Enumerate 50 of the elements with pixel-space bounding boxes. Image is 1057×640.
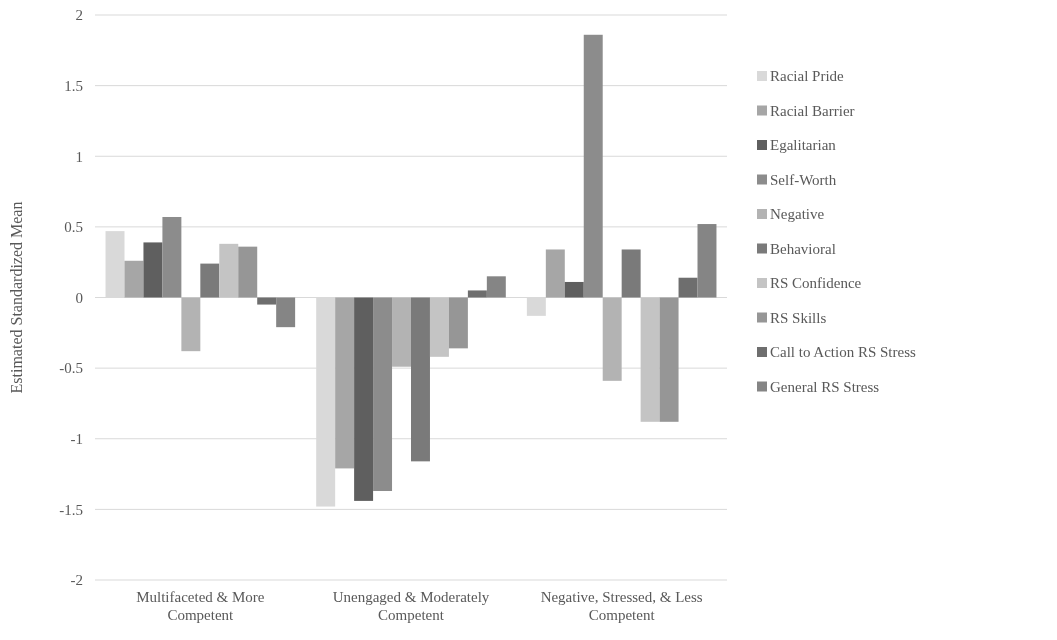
bar — [143, 242, 163, 298]
bar — [200, 263, 220, 298]
bar — [678, 277, 698, 298]
y-tick-label: 0.5 — [64, 219, 83, 236]
bar — [659, 297, 679, 422]
y-tick-label: -2 — [70, 572, 83, 589]
bar — [640, 297, 660, 422]
x-tick-label: Negative, Stressed, & Less Competent — [540, 589, 703, 623]
bar — [583, 34, 603, 298]
x-tick-label: Multifaceted & More Competent — [136, 589, 265, 623]
legend-label: General RS Stress — [770, 378, 880, 395]
y-tick-label: 1.5 — [64, 77, 83, 94]
bar — [276, 297, 296, 328]
bar — [219, 243, 239, 298]
bar — [448, 297, 468, 349]
bar — [545, 249, 565, 298]
y-tick-label: -0.5 — [59, 360, 83, 377]
bar — [354, 297, 374, 501]
legend-label: RS Skills — [770, 309, 827, 326]
bar — [411, 297, 430, 462]
y-axis-title: Estimated Standardized Mean — [8, 201, 25, 394]
bar — [181, 297, 201, 352]
bar — [486, 276, 506, 298]
bar — [162, 216, 182, 298]
legend-label: Racial Barrier — [770, 102, 855, 119]
bar — [429, 297, 449, 357]
bar — [124, 260, 144, 298]
bar — [257, 297, 277, 305]
bar — [621, 249, 641, 298]
bar — [392, 297, 411, 367]
bar — [335, 297, 355, 469]
y-tick-label: -1 — [70, 431, 83, 447]
legend-label: Behavioral — [770, 240, 836, 257]
y-tick-label: 1 — [75, 148, 83, 165]
bar — [564, 281, 584, 298]
x-tick-label: Unengaged & Moderately Competent — [332, 589, 490, 623]
legend-label: Racial Pride — [770, 68, 845, 85]
y-tick-label: 2 — [75, 7, 83, 24]
y-tick-label: 0 — [75, 289, 83, 306]
bar — [238, 246, 258, 298]
legend-label: RS Confidence — [770, 275, 862, 292]
bar — [373, 297, 393, 492]
legend-label: Self-Worth — [770, 171, 837, 188]
bar — [602, 297, 622, 381]
legend-label: Call to Action RS Stress — [770, 344, 917, 361]
bar — [697, 224, 717, 298]
legend-label: Egalitarian — [770, 137, 837, 154]
bar — [467, 290, 487, 298]
legend-label: Negative — [770, 206, 825, 223]
y-tick-label: -1.5 — [59, 501, 83, 518]
